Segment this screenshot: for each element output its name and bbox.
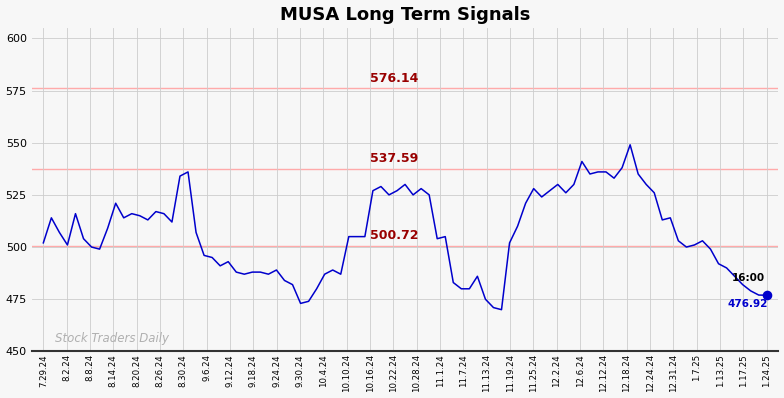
- Point: [760, 292, 773, 298]
- Text: Stock Traders Daily: Stock Traders Daily: [55, 332, 169, 345]
- Text: 576.14: 576.14: [370, 72, 419, 85]
- Text: 537.59: 537.59: [370, 152, 419, 166]
- Text: 16:00: 16:00: [731, 273, 764, 283]
- Title: MUSA Long Term Signals: MUSA Long Term Signals: [280, 6, 530, 23]
- Text: 500.72: 500.72: [370, 229, 419, 242]
- Text: 476.92: 476.92: [728, 299, 768, 309]
